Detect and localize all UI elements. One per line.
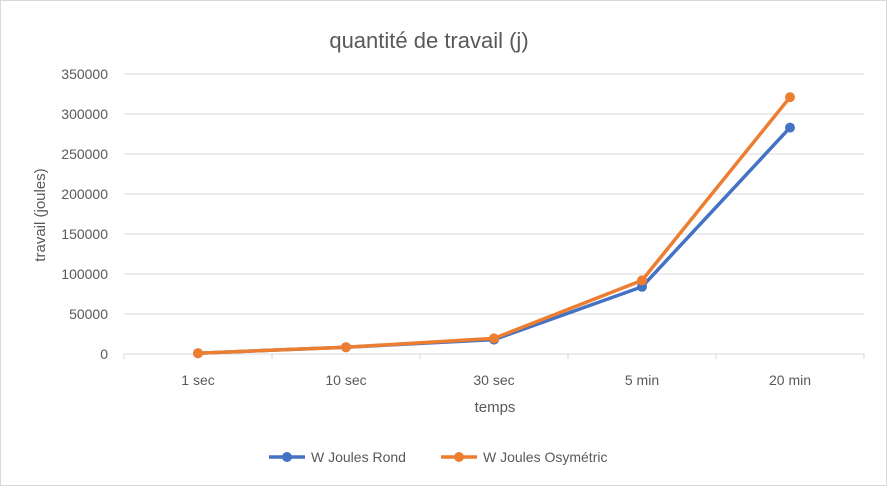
y-axis-ticks: 0 50000 100000 150000 200000 250000 300000 3500… xyxy=(61,66,108,362)
data-point xyxy=(785,122,795,133)
y-tick-label: 50000 xyxy=(69,306,108,322)
y-tick-label: 250000 xyxy=(61,146,108,162)
x-tick-label: 10 sec xyxy=(325,372,366,388)
x-tick-label: 1 sec xyxy=(181,372,214,388)
x-axis-ticks: 1 sec 10 sec 30 sec 5 min 20 min xyxy=(123,354,865,388)
y-tick-label: 300000 xyxy=(61,106,108,122)
data-point xyxy=(785,92,795,103)
data-point xyxy=(341,342,351,353)
y-tick-label: 150000 xyxy=(61,226,108,242)
legend-label: W Joules Rond xyxy=(311,449,406,465)
series-line xyxy=(196,125,792,355)
legend-marker xyxy=(454,452,464,462)
x-tick-label: 30 sec xyxy=(473,372,514,388)
series-layer xyxy=(193,92,795,359)
x-axis-title: temps xyxy=(475,399,516,416)
y-tick-label: 350000 xyxy=(61,66,108,82)
y-tick-label: 100000 xyxy=(61,266,108,282)
legend-label: W Joules Osymétric xyxy=(483,449,607,465)
gridlines xyxy=(124,73,864,315)
legend-marker xyxy=(282,452,292,462)
data-point xyxy=(637,275,647,286)
data-point xyxy=(489,333,499,344)
y-tick-label: 0 xyxy=(100,346,108,362)
legend: W Joules Rond W Joules Osymétric xyxy=(269,449,607,465)
x-tick-label: 5 min xyxy=(625,372,659,388)
x-tick-label: 20 min xyxy=(769,372,811,388)
data-point xyxy=(193,348,203,359)
y-axis-title: travail (joules) xyxy=(32,168,49,261)
chart-title: quantité de travail (j) xyxy=(329,28,528,53)
y-tick-label: 200000 xyxy=(61,186,108,202)
